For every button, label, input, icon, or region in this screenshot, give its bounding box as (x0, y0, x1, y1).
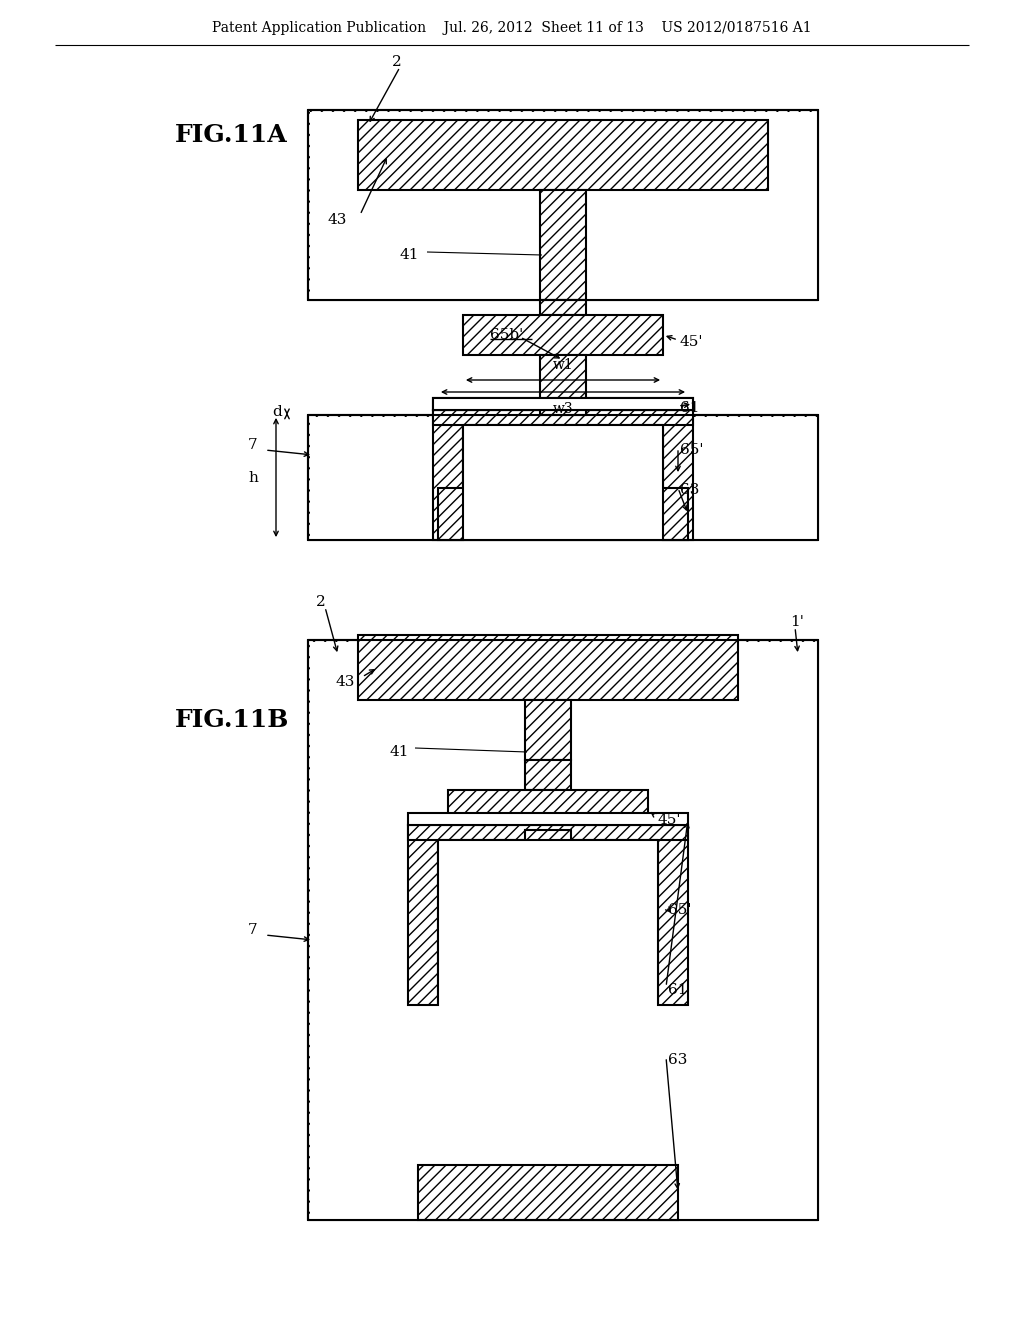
Bar (308, 640, 818, 1220)
Bar (309, 111, 816, 298)
Bar (309, 642, 816, 1218)
Text: d: d (272, 405, 282, 420)
Bar (309, 417, 433, 539)
Bar (408, 813, 688, 830)
Bar (309, 417, 816, 539)
Text: 63: 63 (680, 483, 699, 498)
Bar (308, 414, 818, 540)
Bar (688, 642, 816, 1218)
Bar (408, 813, 688, 825)
Text: 43: 43 (328, 213, 347, 227)
Bar (408, 825, 688, 840)
Bar (309, 642, 408, 1218)
Text: 7: 7 (248, 923, 258, 937)
Bar (540, 190, 586, 300)
Bar (525, 700, 571, 760)
Text: 61: 61 (668, 983, 687, 997)
Bar (308, 640, 818, 1220)
Text: 65': 65' (680, 444, 703, 457)
Bar (358, 120, 768, 190)
Bar (463, 425, 663, 540)
Text: 63: 63 (668, 1053, 687, 1067)
Text: 61: 61 (680, 401, 699, 414)
Bar (408, 825, 438, 1005)
Bar (308, 110, 818, 300)
Bar (658, 825, 688, 1005)
Bar (540, 355, 586, 414)
Bar (540, 300, 586, 315)
Bar (449, 789, 648, 830)
Text: 65': 65' (668, 903, 691, 917)
Bar (438, 1003, 658, 1218)
Bar (693, 414, 818, 540)
Text: w3: w3 (553, 403, 573, 416)
Bar (358, 635, 738, 700)
Bar (663, 411, 693, 540)
Bar (308, 414, 818, 540)
Text: Patent Application Publication    Jul. 26, 2012  Sheet 11 of 13    US 2012/01875: Patent Application Publication Jul. 26, … (212, 21, 812, 36)
Text: 65b': 65b' (490, 327, 523, 342)
Bar (308, 414, 433, 540)
Bar (433, 411, 693, 425)
Bar (525, 760, 571, 789)
Bar (438, 488, 688, 540)
Bar (418, 1166, 678, 1220)
Bar (525, 830, 571, 906)
Text: 2: 2 (316, 595, 326, 609)
Bar (438, 840, 658, 1005)
Bar (433, 411, 463, 540)
Text: 45': 45' (658, 813, 682, 828)
Bar (433, 399, 693, 411)
Bar (433, 399, 693, 411)
Text: h: h (248, 470, 258, 484)
Text: 43: 43 (336, 675, 355, 689)
Text: FIG.11B: FIG.11B (175, 708, 290, 733)
Text: 7: 7 (248, 438, 258, 451)
Text: FIG.11A: FIG.11A (175, 123, 288, 147)
Text: 41: 41 (390, 744, 410, 759)
Text: w1: w1 (553, 358, 573, 372)
Bar (693, 417, 816, 539)
Text: 1': 1' (790, 615, 804, 630)
Bar (463, 315, 663, 355)
Text: 2: 2 (392, 55, 401, 69)
Bar (308, 640, 408, 1220)
Bar (688, 640, 818, 1220)
Bar (308, 110, 818, 300)
Text: 45': 45' (680, 335, 703, 348)
Text: 41: 41 (400, 248, 420, 261)
